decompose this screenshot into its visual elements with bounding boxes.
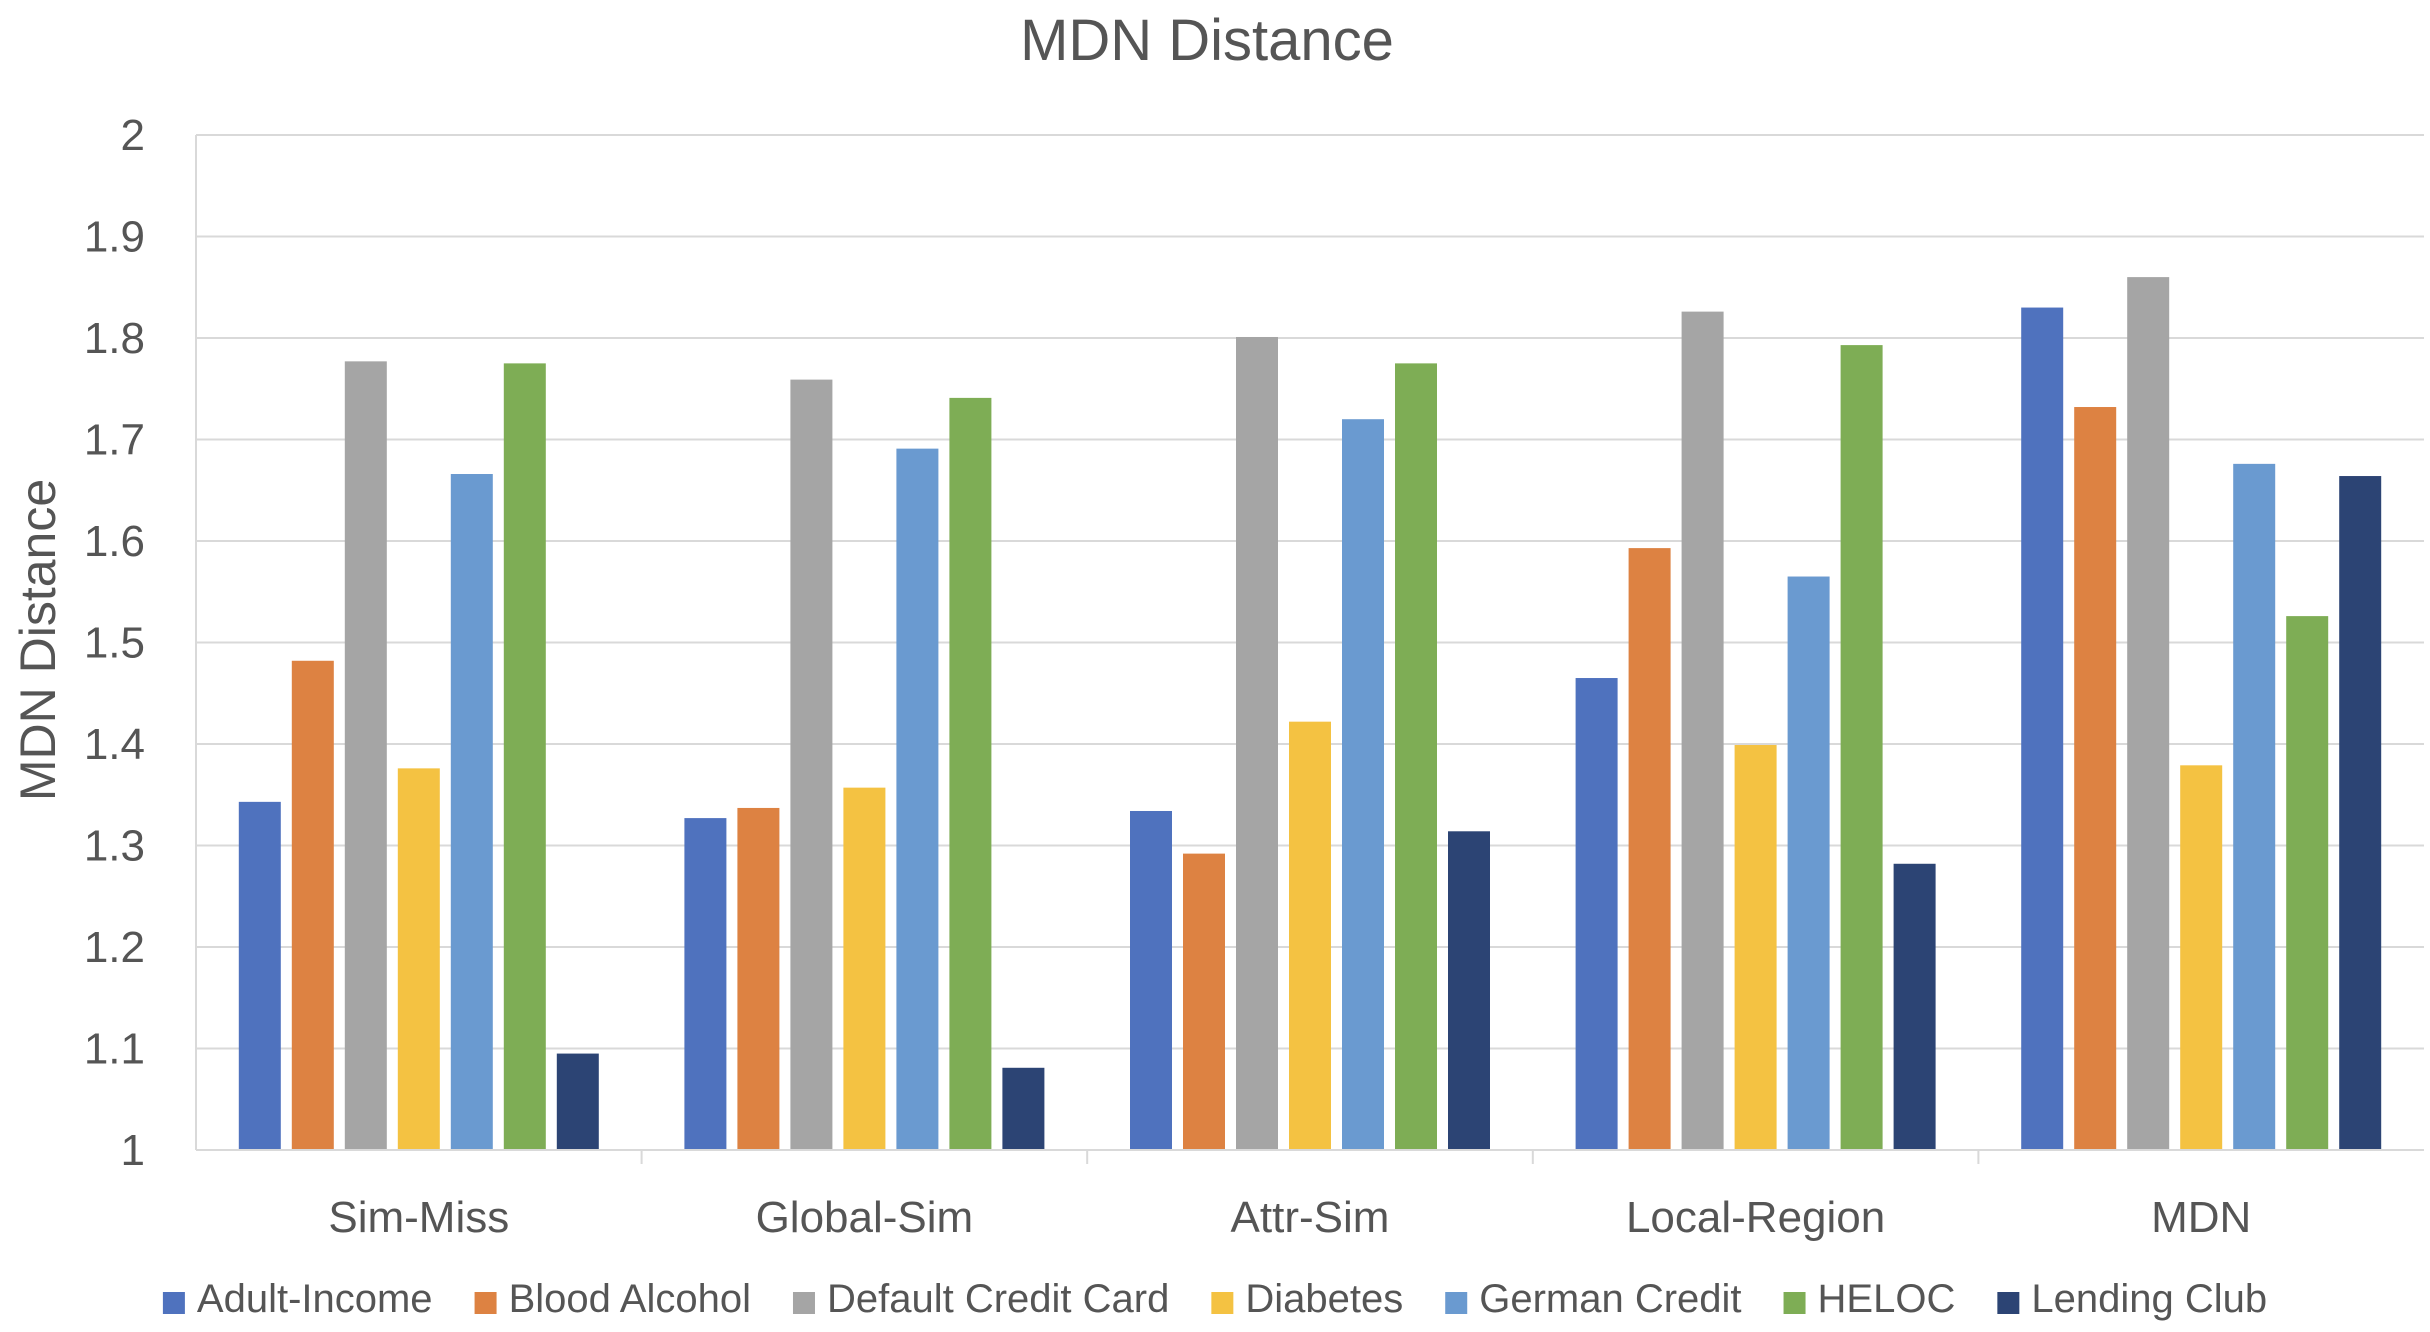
bar	[503, 363, 546, 1150]
bar	[291, 660, 334, 1150]
legend-item: Adult-Income	[162, 1277, 433, 1321]
bar	[843, 787, 886, 1150]
bar	[1628, 548, 1671, 1150]
x-category-label: Global-Sim	[756, 1193, 974, 1242]
bar	[2127, 277, 2170, 1151]
bar	[2180, 765, 2223, 1150]
y-tick-label: 1.3	[84, 822, 145, 871]
y-tick-label: 1.5	[84, 619, 145, 668]
bar	[344, 361, 387, 1151]
axes	[195, 135, 2424, 1164]
y-tick-label: 1.8	[84, 314, 145, 363]
bar	[1289, 721, 1331, 1150]
legend-label: Adult-Income	[197, 1277, 433, 1321]
chart-title: MDN Distance	[1020, 8, 1394, 73]
legend-swatch	[1783, 1292, 1806, 1314]
legend-label: Default Credit Card	[827, 1277, 1169, 1321]
bar	[1448, 831, 1490, 1150]
legend-label: Lending Club	[2031, 1277, 2267, 1321]
bar	[2286, 616, 2329, 1150]
legend-item: HELOC	[1783, 1277, 1956, 1321]
x-category-label: Sim-Miss	[328, 1193, 509, 1242]
x-category-label: MDN	[2151, 1193, 2251, 1242]
legend-swatch	[1211, 1292, 1234, 1314]
y-tick-label: 2	[121, 111, 145, 160]
legend-swatch	[162, 1292, 185, 1314]
legend-item: Blood Alcohol	[474, 1277, 751, 1321]
bar	[2233, 463, 2276, 1150]
bar	[1840, 345, 1883, 1151]
legend-item: Lending Club	[1997, 1277, 2267, 1321]
y-tick-label: 1.2	[84, 923, 145, 972]
legend-swatch	[1997, 1292, 2020, 1314]
gridlines	[196, 134, 2424, 1050]
y-tick-label: 1.6	[84, 517, 145, 566]
bar	[238, 801, 281, 1150]
legend-label: Blood Alcohol	[509, 1277, 751, 1321]
bar	[1342, 419, 1384, 1150]
bar	[1734, 745, 1777, 1150]
bar	[790, 379, 833, 1150]
y-tick-label: 1.9	[84, 213, 145, 262]
bar	[2339, 476, 2382, 1150]
bar	[949, 397, 992, 1150]
y-axis-title: MDN Distance	[10, 479, 66, 801]
bar	[1575, 678, 1618, 1150]
legend: Adult-Income Blood Alcohol Default Credit …	[162, 1277, 2267, 1321]
bar	[1681, 311, 1724, 1150]
y-tick-label: 1	[121, 1126, 145, 1175]
bar	[684, 818, 727, 1150]
bar	[556, 1053, 599, 1150]
y-tick-label: 1.4	[84, 720, 145, 769]
y-axis-ticks: 1 1.1 1.2 1.3 1.4 1.5 1.6 1.7 1.8 1.9 2	[84, 111, 145, 1175]
bar	[450, 474, 493, 1150]
legend-item: German Credit	[1445, 1277, 1742, 1321]
bar	[2074, 407, 2117, 1150]
y-tick-label: 1.7	[84, 416, 145, 465]
legend-label: HELOC	[1818, 1277, 1956, 1321]
bars	[238, 277, 2382, 1151]
bar	[1183, 853, 1225, 1150]
bar	[1893, 863, 1936, 1150]
bar	[1130, 810, 1172, 1150]
legend-item: Default Credit Card	[792, 1277, 1169, 1321]
legend-swatch	[474, 1292, 497, 1314]
bar	[397, 768, 440, 1150]
x-category-label: Local-Region	[1626, 1193, 1885, 1242]
bar	[896, 448, 939, 1150]
legend-item: Diabetes	[1211, 1277, 1403, 1321]
legend-label: Diabetes	[1245, 1277, 1403, 1321]
bar	[2021, 307, 2064, 1150]
x-category-label: Attr-Sim	[1231, 1193, 1390, 1242]
bar	[737, 807, 780, 1150]
bar	[1002, 1067, 1045, 1150]
y-tick-label: 1.1	[84, 1025, 145, 1074]
x-axis-categories: Sim-Miss Global-Sim Attr-Sim Local-Region MD…	[328, 1193, 2251, 1242]
bar	[1787, 576, 1830, 1150]
legend-swatch	[1445, 1292, 1468, 1314]
legend-label: German Credit	[1479, 1277, 1741, 1321]
bar	[1236, 336, 1278, 1150]
bar	[1395, 363, 1437, 1150]
legend-swatch	[792, 1292, 815, 1314]
